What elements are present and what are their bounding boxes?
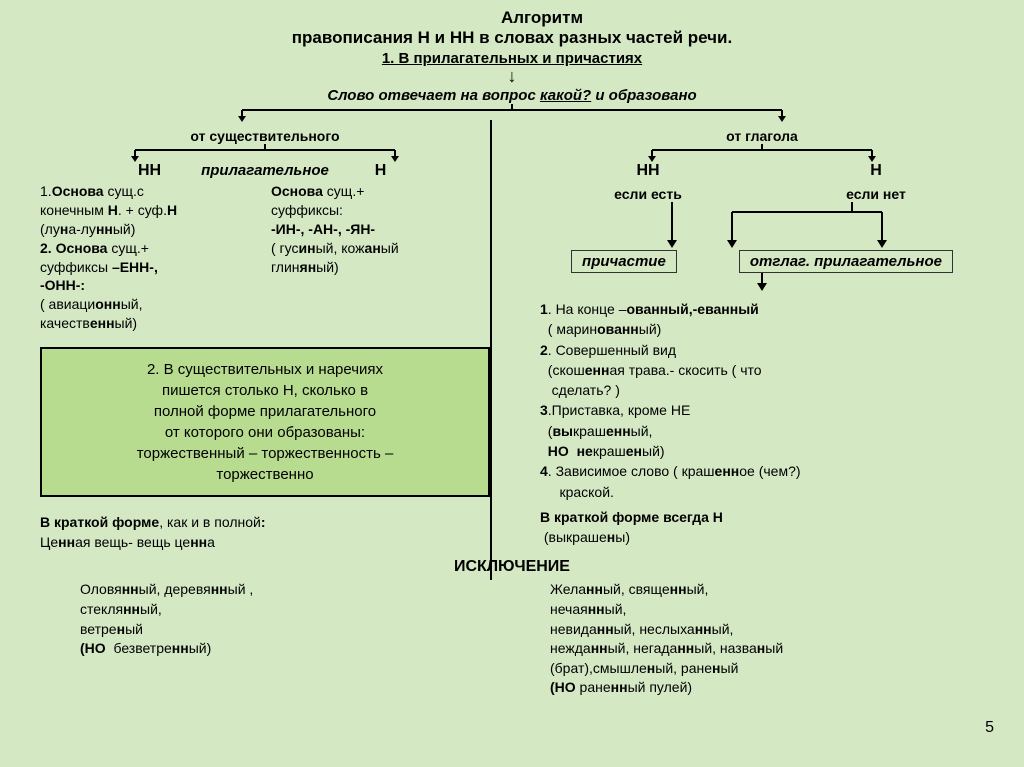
- subtitle-1: 1. В прилагательных и причастиях: [40, 50, 984, 67]
- right-short-form: В краткой форме всегда Н (выкрашены): [540, 508, 984, 547]
- right-mid-l: причастие: [571, 250, 677, 273]
- exceptions-heading: ИСКЛЮЧЕНИЕ: [40, 558, 984, 576]
- left-column: от существительного НН Н прилагательное …: [40, 128, 510, 552]
- right-branch-label: от глагола: [540, 128, 984, 144]
- right-column: от глагола НН Н если есть если нет: [510, 128, 984, 552]
- left-short-form: В краткой форме, как и в полной:Ценная в…: [40, 513, 490, 552]
- question-post: и образовано: [591, 87, 697, 104]
- left-bracket: [85, 144, 445, 162]
- question-word: какой?: [540, 87, 591, 104]
- left-mid-label: прилагательное: [40, 162, 490, 179]
- main-columns: от существительного НН Н прилагательное …: [40, 128, 984, 552]
- right-bracket2: [582, 202, 942, 250]
- right-hh: НН: [540, 162, 756, 180]
- left-branch-label: от существительного: [40, 128, 490, 144]
- title-line2: правописания Н и НН в словах разных част…: [40, 28, 984, 48]
- right-under-h: если нет: [762, 186, 984, 202]
- right-bracket1: [582, 144, 942, 162]
- question-line: Слово отвечает на вопрос какой? и образо…: [40, 87, 984, 104]
- right-mid-r: отглаг. прилагательное: [739, 250, 953, 273]
- question-pre: Слово отвечает на вопрос: [327, 87, 540, 104]
- down-arrow-icon: ↓: [40, 69, 984, 83]
- exceptions-columns: Оловянный, деревянный ,стеклянный,ветрен…: [40, 580, 984, 698]
- page-number: 5: [985, 719, 994, 737]
- exceptions-left: Оловянный, деревянный ,стеклянный,ветрен…: [40, 580, 530, 698]
- title-line1: Алгоритм: [100, 8, 984, 28]
- right-h: Н: [768, 162, 984, 180]
- exceptions-right: Желанный, священный,нечаянный,невиданный…: [530, 580, 984, 698]
- right-under-hh: если есть: [540, 186, 762, 202]
- left-hh-rules: 1.Основа сущ.сконечным Н. + суф.Н(луна-л…: [40, 182, 265, 333]
- right-items: 1. На конце –ованный,-еванный ( маринова…: [540, 299, 984, 502]
- top-split-bracket: [132, 104, 892, 122]
- right-down-arrow: [582, 273, 942, 291]
- left-h-rules: Основа сущ.+суффиксы:-ИН-, -АН-, -ЯН-( г…: [265, 182, 490, 333]
- noun-adverb-box: 2. В существительных и наречияхпишется с…: [40, 347, 490, 497]
